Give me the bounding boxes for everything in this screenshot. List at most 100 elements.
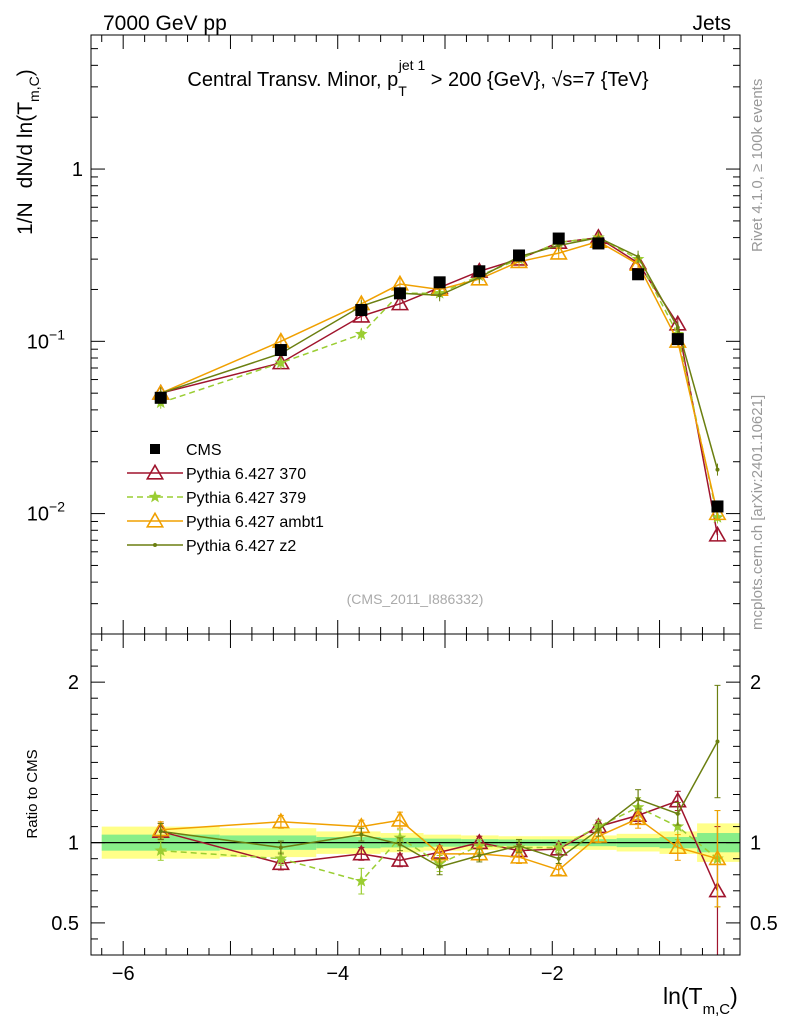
x-axis-label: ln(Tm,C) xyxy=(663,983,738,1018)
legend-label: Pythia 6.427 379 xyxy=(186,490,306,507)
main-panel-axes: 1 10−1 10−2 xyxy=(27,34,740,635)
ratio-series-line xyxy=(160,741,719,868)
data-point-star xyxy=(355,327,368,340)
data-point-square xyxy=(513,249,526,262)
data-point-square xyxy=(150,444,160,454)
data-point-square xyxy=(433,276,446,289)
main-series-line xyxy=(160,240,719,514)
data-point-star xyxy=(154,844,168,857)
x-tick-label: −2 xyxy=(541,963,564,985)
legend-label: Pythia 6.427 370 xyxy=(186,466,306,483)
ratio-panel-axes: −6 −4 −2 0.5 0.5 1 1 2 2 xyxy=(51,633,778,985)
data-point-square xyxy=(711,500,724,513)
title-prefix: Central Transv. Minor, p xyxy=(187,69,398,91)
data-point-dot xyxy=(437,293,442,298)
data-point-triangle xyxy=(589,826,608,843)
data-point-dot xyxy=(278,845,283,850)
main-ytick-label: 1 xyxy=(72,159,83,181)
data-point-square xyxy=(274,344,287,357)
legend-label: Pythia 6.427 z2 xyxy=(186,538,296,555)
data-point-dot xyxy=(153,543,157,547)
data-point-dot xyxy=(636,254,641,259)
mcplots-label: mcplots.cern.ch [arXiv:2401.10621] xyxy=(749,395,766,630)
data-point-square xyxy=(632,268,645,281)
rivet-label: Rivet 4.1.0, ≥ 100k events xyxy=(749,79,766,252)
data-point-star xyxy=(355,874,368,887)
ratio-series-line xyxy=(160,806,718,883)
title-sup: jet 1 xyxy=(398,57,426,73)
xlabel-suffix: ) xyxy=(730,983,738,1009)
data-point-triangle xyxy=(549,243,568,260)
ratio-ytick-label-right: 0.5 xyxy=(750,913,778,935)
data-point-dot xyxy=(517,843,522,848)
data-point-dot xyxy=(437,864,442,869)
ratio-panel-frame xyxy=(90,633,741,956)
data-point-triangle xyxy=(509,847,529,864)
data-point-square xyxy=(592,237,605,250)
x-tick-label: −4 xyxy=(326,963,349,985)
data-point-triangle xyxy=(390,850,410,867)
ylabel-suffix: ) xyxy=(14,69,37,76)
legend-label: CMS xyxy=(186,442,222,459)
data-point-square xyxy=(154,391,167,404)
data-point-star xyxy=(393,831,407,844)
data-point-dot xyxy=(596,827,601,832)
data-point-dot xyxy=(477,853,482,858)
title-sub: T xyxy=(398,83,407,99)
ylabel-prefix: 1/N xyxy=(14,202,37,235)
data-point-star xyxy=(148,490,162,503)
data-point-dot xyxy=(715,739,720,744)
ratio-uncertainty-bands xyxy=(91,823,740,862)
data-point-dot xyxy=(636,797,641,802)
main-ytick-label: 10−2 xyxy=(27,499,65,526)
data-point-dot xyxy=(397,842,402,847)
data-point-square xyxy=(552,232,565,245)
data-point-dot xyxy=(715,467,720,472)
data-point-star xyxy=(552,840,566,853)
data-point-triangle xyxy=(708,525,727,542)
data-point-dot xyxy=(675,811,680,816)
data-point-square xyxy=(355,303,368,316)
ratio-ytick-label: 2 xyxy=(68,672,79,694)
legend-label: Pythia 6.427 ambt1 xyxy=(186,514,324,531)
data-point-square xyxy=(473,265,486,278)
x-tick-label: −6 xyxy=(112,963,135,985)
data-point-triangle xyxy=(668,838,687,855)
data-point-dot xyxy=(158,829,163,834)
data-point-triangle xyxy=(708,849,727,866)
ylabel-sub: m,C xyxy=(26,76,42,102)
header-process: Jets xyxy=(692,12,731,35)
xlabel-main: ln(T xyxy=(663,983,703,1009)
legend: CMS Pythia 6.427 370 Pythia 6.427 379 Pythi… xyxy=(127,442,324,555)
analysis-watermark: (CMS_2011_I886332) xyxy=(347,591,484,607)
data-point-triangle xyxy=(145,463,165,480)
data-point-triangle xyxy=(145,511,165,528)
header-energy: 7000 GeV pp xyxy=(103,12,227,35)
main-ylabel: 1/N dN/d ln(Tm,C) xyxy=(14,69,42,235)
main-series-line xyxy=(160,236,719,470)
data-point-triangle xyxy=(549,860,568,877)
data-point-star xyxy=(671,819,685,832)
data-point-dot xyxy=(556,856,561,861)
ratio-ytick-label-right: 2 xyxy=(750,672,761,694)
ratio-ylabel: Ratio to CMS xyxy=(24,749,41,838)
ratio-ytick-label: 0.5 xyxy=(51,913,79,935)
main-ytick-label: 10−1 xyxy=(27,326,65,353)
data-point-square xyxy=(671,333,684,346)
data-point-triangle xyxy=(390,810,410,827)
data-point-triangle xyxy=(352,844,371,861)
data-point-star xyxy=(274,356,288,369)
data-point-dot xyxy=(675,325,680,330)
data-point-triangle xyxy=(470,269,489,286)
plot-title: Central Transv. Minor, pTjet 1 > 200 {Ge… xyxy=(187,57,649,99)
data-point-star xyxy=(274,852,288,865)
data-point-triangle xyxy=(629,809,648,826)
data-point-square xyxy=(393,287,406,300)
ratio-ytick-label-right: 1 xyxy=(750,833,761,855)
main-panel-series xyxy=(151,228,727,542)
ratio-ytick-label: 1 xyxy=(68,833,79,855)
data-point-triangle xyxy=(708,504,727,521)
data-point-triangle xyxy=(271,812,290,829)
data-point-triangle xyxy=(390,294,410,311)
